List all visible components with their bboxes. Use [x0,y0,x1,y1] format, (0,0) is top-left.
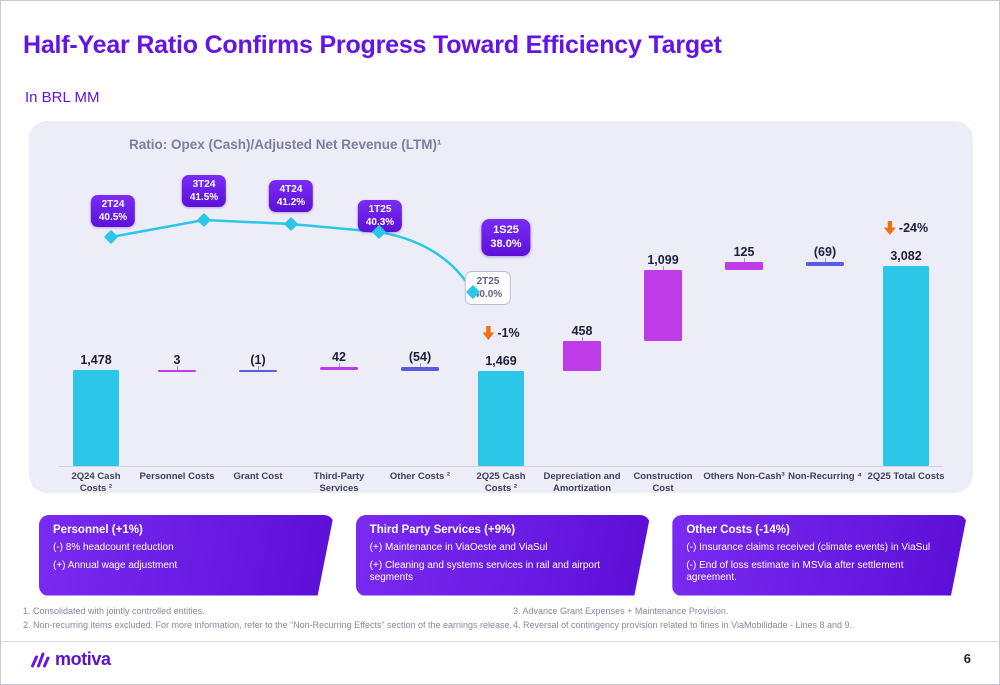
tag-percent: 41.5% [189,192,219,203]
tag-quarter: 1S25 [493,224,519,236]
tag-quarter: 3T24 [192,179,216,190]
annotation-text: -1% [497,325,520,340]
value-label-depreciation-and-amortization: 458 [571,323,593,338]
bar-non-recurring [806,261,844,266]
category-personnel-costs: Personnel Costs [139,471,215,482]
value-label-2q25-total-costs: 3,082 [890,249,922,263]
tag-quarter: 2T24 [101,199,125,210]
footnotes-right: 3. Advance Grant Expenses + Maintenance … [513,604,979,633]
category-others-non-cash: Others Non-Cash³ [703,471,785,482]
bar-third-party-services [320,367,358,370]
category-2q25-total-costs: 2Q25 Total Costs [867,471,945,482]
annotation-2q25-cash-costs: -1% [482,325,520,340]
category-grant-cost: Grant Cost [233,471,283,482]
page-title: Half-Year Ratio Confirms Progress Toward… [23,31,722,59]
callout-personnel: Personnel (+1%) (-) 8% headcount reductio… [39,515,334,596]
line-marker-2T24 [103,229,119,245]
category-2q25-cash-costs: 2Q25 Cash Costs ² [476,471,526,494]
ratio-highlight-1S25: 1S25 38.0% [481,219,531,256]
footer-divider [1,641,999,642]
tag-quarter: 2T25 [476,276,500,287]
tag-percent: 38.0% [490,238,522,251]
value-label-construction-cost: 1,099 [647,252,679,267]
leader-line [257,365,259,373]
motiva-wordmark: motiva [55,648,111,669]
tag-percent: 40.0% [473,289,503,300]
category-2q24-cash-costs: 2Q24 Cash Costs ² [71,471,121,494]
callout-title: Third Party Services (+9%) [369,524,516,536]
callout-title: Personnel (+1%) [53,524,143,536]
waterfall-chart: 1,478 2Q24 Cash Costs ² 3 Personnel Costs (1)… [29,121,973,494]
category-other-costs: Other Costs ² [389,471,451,482]
footnote: 3. Advance Grant Expenses + Maintenance … [513,606,729,616]
bar-others-non-cash [725,261,763,270]
value-label-third-party-services: 42 [332,350,346,365]
footnote: 2. Non-recurring items excluded. For mor… [23,620,513,631]
callout-line: (+) Annual wage adjustment [53,559,178,571]
line-marker-3T24 [196,212,212,228]
motiva-logo-icon [31,652,50,668]
value-label-other-costs: (54) [408,350,432,365]
value-label-2q24-cash-costs: 1,478 [80,353,112,368]
tag-percent: 40.3% [365,217,395,228]
footnote: 4. Reversal of contingency provision rel… [513,620,853,631]
bar-grant-cost [239,369,277,373]
motiva-logo: motiva [29,647,111,671]
tag-percent: 40.5% [98,212,128,223]
leader-line [338,363,340,370]
bar-depreciation-and-amortization [563,340,601,371]
ratio-tag-2T24: 2T24 40.5% [90,195,136,227]
value-label-grant-cost: (1) [250,352,266,367]
bar-personnel-costs [158,369,196,373]
value-label-2q25-cash-costs: 1,469 [485,353,517,368]
tag-percent: 41.2% [276,197,306,208]
footnote: 1. Consolidated with jointly controlled … [23,606,205,616]
down-arrow-icon [883,221,896,235]
callout-line: (-) 8% headcount reduction [53,542,174,553]
subtitle: In BRL MM [25,89,100,106]
bar-other-costs [401,367,439,371]
leader-line [419,363,421,371]
callout-row: Personnel (+1%) (-) 8% headcount reductio… [39,515,967,596]
callout-third-party-services: Third Party Services (+9%) (+) Maintenanc… [356,515,651,596]
value-label-non-recurring: (69) [813,244,837,259]
ratio-tag-3T24: 3T24 41.5% [181,175,227,207]
callout-line: (+) Cleaning and systems services in rai… [369,559,601,583]
bar-construction-cost [644,269,682,341]
category-third-party-services: Third-Party Services [313,471,365,494]
callout-line: (-) End of loss estimate in MSVia after … [686,559,904,583]
tag-quarter: 4T24 [279,184,303,195]
callout-line: (-) Insurance claims received (climate e… [686,542,931,553]
tag-quarter: 1T25 [368,204,392,215]
page-number: 6 [963,651,971,666]
chart-title: Ratio: Opex (Cash)/Adjusted Net Revenue … [129,137,442,152]
bar-2q25-cash-costs [478,370,524,466]
line-marker-4T24 [283,216,299,232]
footnotes-left: 1. Consolidated with jointly controlled … [23,604,513,633]
down-arrow-icon [482,325,495,340]
category-construction-cost: Construction Cost [633,471,693,494]
ratio-tag-4T24: 4T24 41.2% [268,180,314,212]
callout-title: Other Costs (-14%) [686,524,790,536]
bar-2q25-total-costs [883,266,929,466]
footnotes: 1. Consolidated with jointly controlled … [23,604,979,633]
x-axis-line [59,466,943,467]
leader-line [176,365,178,373]
annotation-2q25-total-costs: -24% [883,221,929,235]
callout-line: (+) Maintenance in ViaOeste and ViaSul [369,542,548,553]
category-non-recurring: Non-Recurring ⁴ [788,471,862,482]
value-label-others-non-cash: 125 [733,244,755,259]
value-label-personnel-costs: 3 [173,352,181,367]
category-depreciation-and-amortization: Depreciation and Amortization [543,471,621,494]
bar-2q24-cash-costs [73,370,119,466]
chart-panel: Ratio: Opex (Cash)/Adjusted Net Revenue … [29,121,973,494]
callout-other-costs: Other Costs (-14%) (-) Insurance claims r… [672,515,967,596]
annotation-text: -24% [898,221,929,235]
ratio-line-chart [110,218,475,293]
